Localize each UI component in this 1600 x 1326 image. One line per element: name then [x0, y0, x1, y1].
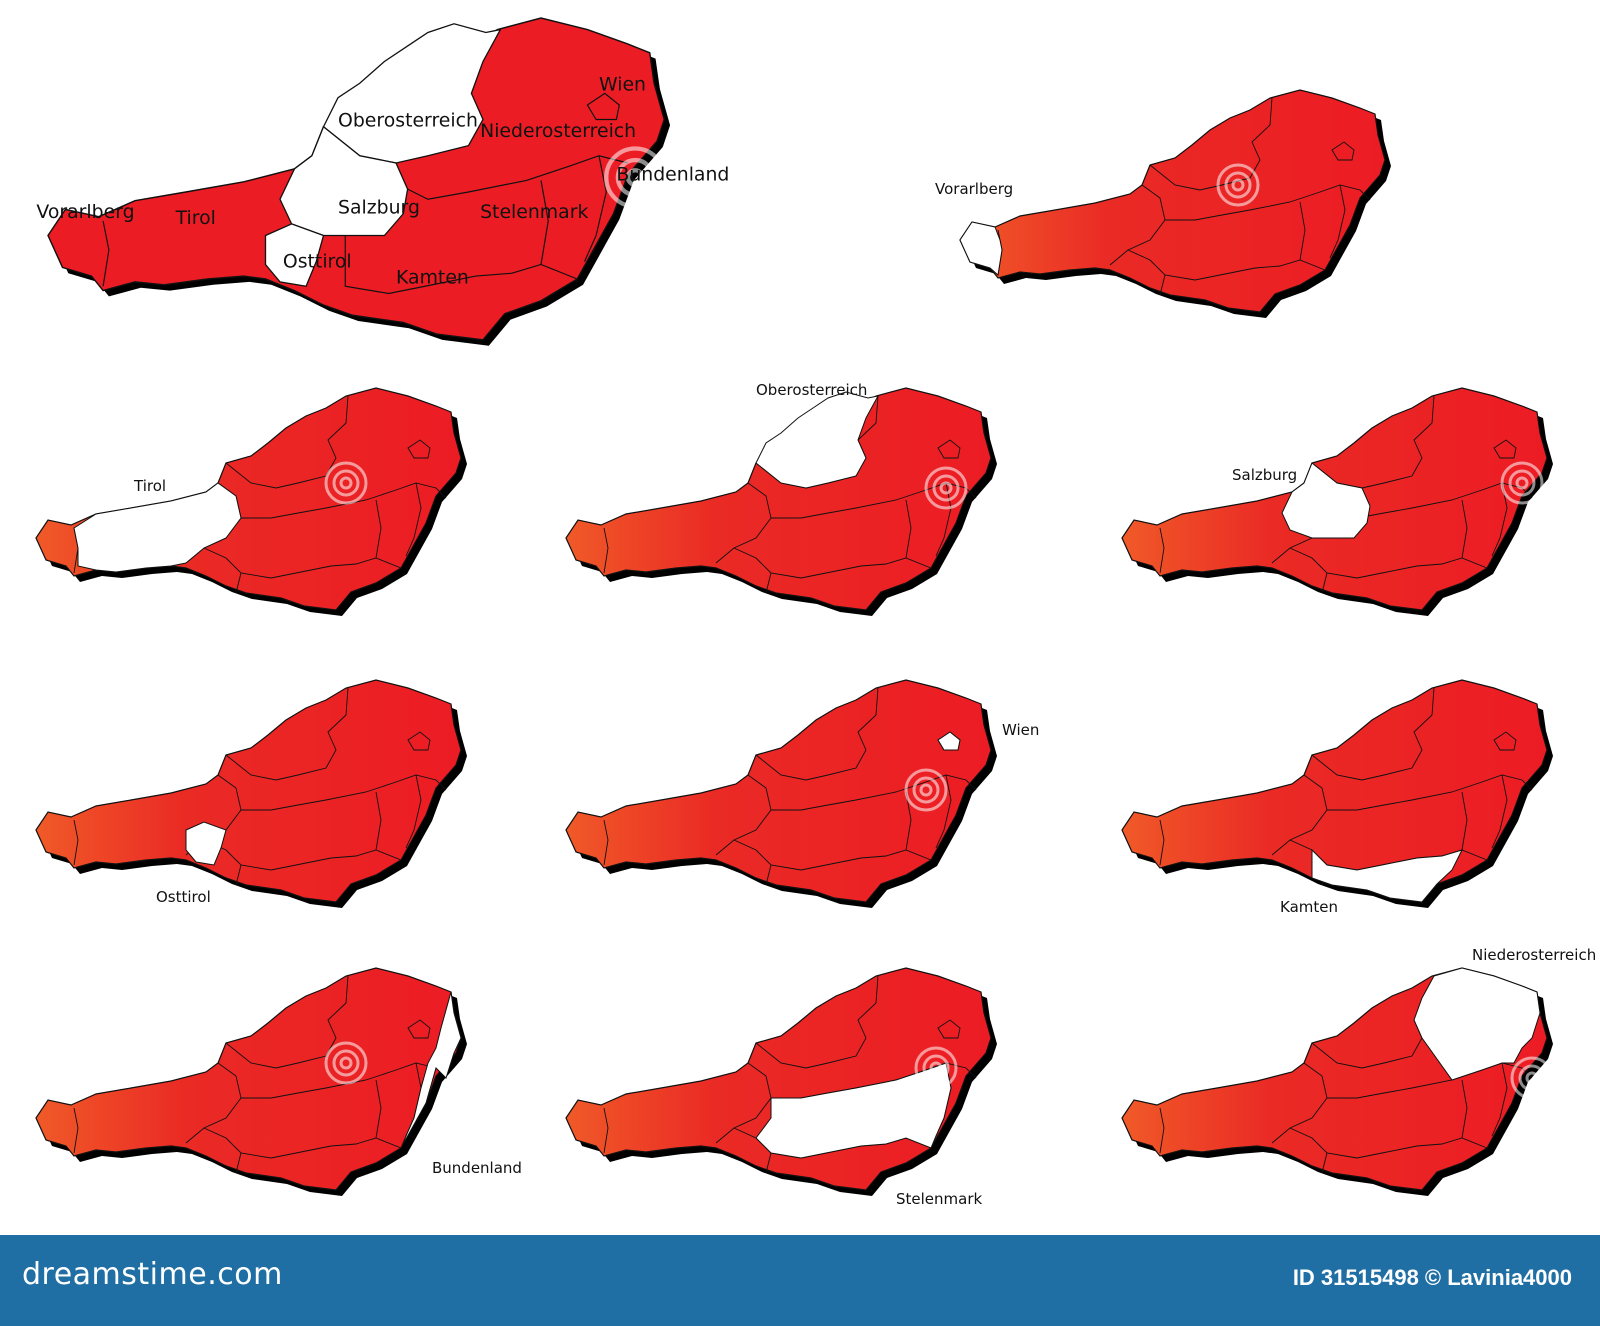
small-map-tirol: Tirol	[35, 387, 468, 617]
small-map-niederosterreich: Niederosterreich	[1121, 946, 1596, 1197]
small-map-bundenland: Bundenland	[35, 967, 522, 1197]
label-wien: Wien	[599, 75, 646, 96]
label-salzburg: Salzburg	[338, 198, 420, 219]
label-tirol: Tirol	[175, 208, 216, 229]
footer-credit: ID 31515498 © Lavinia4000	[1292, 1265, 1572, 1290]
austria-provinces-map-sheet: Vorarlberg Tirol Salzburg Osttirol Obero…	[35, 17, 1596, 1208]
label-vorarlberg: Vorarlberg	[36, 202, 134, 223]
label-osttirol: Osttirol	[283, 251, 352, 272]
small-map-tirol-label: Tirol	[133, 477, 166, 495]
label-oberosterreich: Oberosterreich	[338, 111, 478, 132]
oberosterreich-region	[322, 23, 502, 164]
small-map-osttirol: Osttirol	[35, 679, 468, 909]
small-map-salzburg: Salzburg	[1121, 387, 1554, 617]
small-map-kamten-label: Kamten	[1280, 898, 1338, 916]
small-map-wien-label: Wien	[1002, 721, 1039, 739]
footer-bar: dreamstime.com ID 31515498 © Lavinia4000	[0, 1235, 1600, 1326]
label-stelenmark: Stelenmark	[480, 202, 588, 223]
main-map: Vorarlberg Tirol Salzburg Osttirol Obero…	[36, 17, 729, 346]
small-map-osttirol-label: Osttirol	[156, 888, 211, 906]
label-bundenland: Bundenland	[616, 164, 729, 185]
footer-brand: dreamstime.com	[22, 1257, 283, 1292]
label-niederosterreich: Niederosterreich	[480, 121, 636, 142]
small-map-oberosterreich-label: Oberosterreich	[756, 381, 867, 399]
small-map-stelenmark: Stelenmark	[565, 967, 998, 1208]
small-map-wien: Wien	[565, 679, 1039, 909]
osttirol-region	[264, 223, 325, 287]
label-kamten: Kamten	[396, 267, 469, 288]
small-map-niederosterreich-label: Niederosterreich	[1472, 946, 1596, 964]
small-map-kamten: Kamten	[1121, 679, 1554, 916]
small-map-bundenland-label: Bundenland	[432, 1159, 522, 1177]
small-map-vorarlberg-label: Vorarlberg	[935, 180, 1013, 198]
small-map-oberosterreich: Oberosterreich	[565, 381, 998, 617]
small-map-salzburg-label: Salzburg	[1232, 466, 1297, 484]
small-map-vorarlberg: Vorarlberg	[935, 89, 1392, 319]
small-map-stelenmark-label: Stelenmark	[896, 1190, 983, 1208]
